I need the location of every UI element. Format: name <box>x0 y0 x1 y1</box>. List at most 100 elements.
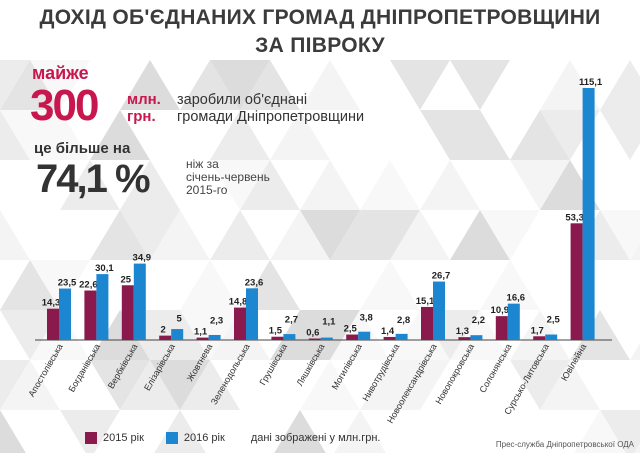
bg-triangle <box>60 410 120 453</box>
bg-triangle <box>300 360 360 410</box>
data-label: 26,7 <box>432 271 451 282</box>
bg-triangle <box>630 243 640 260</box>
bg-triangle <box>334 410 386 453</box>
category-label: Грушівська <box>257 342 289 387</box>
bg-triangle <box>120 60 180 110</box>
data-label: 1,3 <box>456 326 469 337</box>
bg-triangle <box>150 210 210 260</box>
bar-2016 <box>133 263 146 340</box>
bg-triangle <box>510 360 570 410</box>
legend-swatch-2015 <box>85 432 97 444</box>
bg-triangle <box>600 210 640 260</box>
data-label: 23,5 <box>58 278 77 289</box>
bg-triangle <box>450 110 510 160</box>
bg-triangle <box>480 210 540 260</box>
bar-2015 <box>458 337 471 340</box>
bar-2016 <box>470 335 483 340</box>
bg-triangle <box>90 310 150 360</box>
category-label: Жовтнева <box>185 342 214 383</box>
bg-triangle <box>0 310 60 360</box>
bg-triangle <box>30 110 90 160</box>
bg-triangle <box>240 60 300 110</box>
bar-2015 <box>121 285 134 340</box>
bg-triangle <box>180 360 240 410</box>
page-title-line2: ЗА ПІВРОКУ <box>255 34 385 57</box>
bg-triangle <box>420 110 480 160</box>
bg-triangle <box>450 210 510 260</box>
bg-triangle <box>570 310 630 360</box>
bar-2016 <box>283 334 296 340</box>
data-label: 5 <box>177 314 183 325</box>
data-label: 25 <box>121 274 132 285</box>
bg-triangle <box>0 260 60 310</box>
more-by-label: це більше на <box>34 140 131 157</box>
data-label: 2,2 <box>472 315 485 326</box>
bar-2016 <box>507 303 520 340</box>
bar-2015 <box>159 335 172 340</box>
bg-triangle <box>210 210 270 260</box>
data-label: 0,6 <box>306 328 319 339</box>
bar-2015 <box>271 336 284 340</box>
bg-triangle <box>60 160 120 210</box>
page-title: ДОХІД ОБ'ЄДНАНИХ ГРОМАД ДНІПРОПЕТРОВЩИНИ <box>39 6 601 29</box>
bg-triangle <box>180 260 240 310</box>
unit-uah: грн. <box>127 108 156 125</box>
category-label: Елізарівська <box>142 342 177 392</box>
data-label: 2,7 <box>285 315 298 326</box>
compare-line3: 2015-го <box>186 183 228 197</box>
bar-2016 <box>545 334 558 340</box>
bg-triangle <box>600 410 640 453</box>
bg-triangle <box>270 210 330 260</box>
earned-desc-line2: громади Дніпропетровщини <box>177 109 365 125</box>
category-label: Ляшківська <box>294 342 326 388</box>
data-label: 14,8 <box>229 297 248 308</box>
bg-triangle <box>30 60 90 110</box>
almost-label: майже <box>32 63 89 83</box>
bar-2016 <box>433 281 445 340</box>
bg-triangle <box>480 260 540 310</box>
category-label: Нивотрудівська <box>360 342 401 403</box>
data-label: 2 <box>161 325 166 336</box>
bar-2015 <box>84 290 97 340</box>
bg-triangle <box>270 310 330 360</box>
bg-triangle <box>120 160 180 210</box>
bg-triangle <box>574 410 626 453</box>
category-label: Вербківська <box>106 342 140 390</box>
data-label: 2,5 <box>547 314 561 325</box>
bar-2016 <box>358 331 371 340</box>
bar-2015 <box>533 336 546 340</box>
bg-triangle <box>300 310 360 360</box>
bg-triangle <box>270 110 330 160</box>
growth-percent: 74,1 % <box>36 157 151 201</box>
bg-triangle <box>360 260 420 310</box>
data-label: 15,1 <box>416 296 435 307</box>
bg-triangle <box>450 310 510 360</box>
bg-triangle <box>510 110 570 160</box>
legend-label-2015: 2015 рік <box>103 431 144 444</box>
source-credit: Прес-служба Дніпропетровської ОДА <box>495 440 634 449</box>
bg-triangle <box>120 210 180 260</box>
bar-2015 <box>196 337 209 340</box>
bg-triangle <box>540 360 600 410</box>
data-label: 3,8 <box>360 313 373 324</box>
units-note: дані зображені у млн.грн. <box>250 431 381 444</box>
bg-triangle <box>240 160 300 210</box>
bar-2016 <box>171 329 184 340</box>
data-label: 14,3 <box>42 298 61 309</box>
legend-swatch-2016 <box>165 432 178 444</box>
data-label: 1,1 <box>322 317 336 328</box>
bg-triangle <box>360 160 420 210</box>
data-label: 1,7 <box>531 325 544 336</box>
bg-triangle <box>510 160 570 210</box>
bar-2015 <box>346 334 359 340</box>
data-label: 1,1 <box>194 327 208 338</box>
bg-triangle <box>390 210 450 260</box>
data-label: 115,1 <box>579 77 603 88</box>
compare-line1: ніж за <box>186 157 219 171</box>
bg-triangle <box>210 160 270 210</box>
category-label: Могилівська <box>330 342 364 391</box>
bg-triangle <box>300 160 360 210</box>
bar-2016 <box>246 288 258 340</box>
bg-triangle <box>420 160 480 210</box>
bg-triangle <box>0 210 30 260</box>
